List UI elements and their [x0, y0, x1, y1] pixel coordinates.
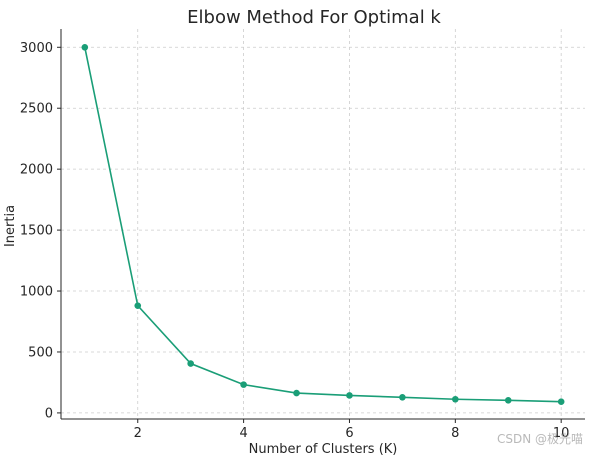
x-tick-label: 4: [239, 426, 247, 441]
data-point: [346, 392, 353, 399]
y-tick-label: 1500: [20, 224, 53, 239]
y-tick-label: 1000: [20, 285, 53, 300]
y-axis-label: Inertia: [3, 205, 18, 247]
text-layer: Elbow Method For Optimal k Number of Clu…: [3, 7, 441, 456]
data-point: [293, 389, 300, 397]
series-line: [84, 47, 562, 403]
watermark: CSDN @极光喵: [496, 432, 583, 446]
x-tick-label: 10: [553, 426, 570, 441]
x-tick-label: 6: [345, 426, 353, 441]
axes: 2 4 6 8 10 0 500 1000 1500 2000 2500 3000: [20, 29, 585, 441]
y-tick-label: 500: [28, 345, 53, 360]
data-point: [134, 302, 142, 309]
data-point: [399, 394, 406, 401]
x-tick-label: 8: [451, 426, 459, 441]
data-point: [81, 43, 89, 51]
data-point: [187, 360, 194, 367]
series-layer: [81, 43, 565, 405]
y-tick-label: 3000: [20, 41, 53, 56]
x-tick-label: 2: [134, 426, 142, 441]
data-point: [504, 397, 512, 404]
y-tick-label: 2500: [20, 102, 53, 117]
data-point: [452, 395, 459, 403]
chart-title: Elbow Method For Optimal k: [187, 7, 441, 28]
y-tick-label: 2000: [20, 163, 53, 178]
x-axis-label: Number of Clusters (K): [249, 442, 398, 456]
data-point: [557, 398, 565, 405]
y-tick-label: 0: [45, 406, 53, 421]
data-point: [240, 381, 247, 388]
grid-lines: [61, 29, 585, 419]
